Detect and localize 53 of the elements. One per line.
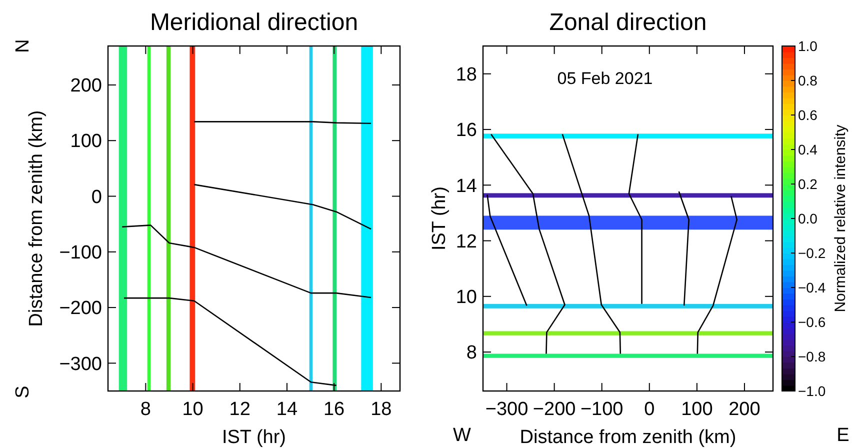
color-bar-label: 0.8	[798, 72, 818, 88]
x-tick-label: −100	[580, 399, 624, 420]
x-axis-title: Distance from zenith (km)	[520, 427, 736, 448]
x-tick-label: −200	[532, 399, 576, 420]
color-bar-label: 0.4	[798, 141, 818, 158]
color-bar-label: 1.0	[798, 38, 818, 54]
line-series	[121, 224, 372, 298]
y-tick-label: 18	[456, 64, 477, 86]
color-bar-label: −1.0	[798, 382, 826, 399]
x-tick-label: 8	[140, 399, 151, 420]
color-bar-title: Normalized relative intensity	[832, 124, 849, 312]
y-tick-label: 10	[456, 287, 477, 308]
y-tick-label: −100	[59, 242, 102, 264]
y-tick-label: 100	[70, 131, 102, 152]
y-tick-label: −200	[59, 298, 102, 320]
text: W	[453, 425, 472, 446]
x-tick-label: 14	[276, 399, 298, 420]
y-tick-label: 0	[91, 186, 102, 208]
x-tick-label: 10	[182, 399, 204, 420]
x-axis-title: IST (hr)	[222, 427, 286, 448]
x-tick-label: 12	[229, 399, 250, 420]
y-axis-title: Distance from zenith (km)	[26, 110, 47, 327]
line-series	[562, 134, 622, 354]
chart-title: Meridional direction	[150, 9, 358, 36]
x-tick-label: 16	[323, 399, 345, 420]
text: E	[836, 425, 850, 446]
text: S	[12, 386, 34, 398]
color-bar-label: 0.2	[798, 176, 818, 192]
color-bar-label: 0.6	[798, 106, 818, 123]
line-series	[628, 134, 642, 305]
color-bar-label: −0.6	[798, 314, 826, 330]
color-bar-label: −0.2	[798, 244, 826, 261]
y-tick-label: 8	[466, 342, 477, 364]
line-series	[490, 134, 566, 354]
annotation: 05 Feb 2021	[557, 69, 653, 88]
y-tick-label: 14	[456, 176, 478, 197]
chart-title: Zonal direction	[549, 9, 707, 36]
y-tick-label: 12	[456, 231, 477, 252]
color-bar-label: −0.8	[798, 348, 826, 364]
x-tick-label: 100	[681, 399, 713, 420]
line-series	[194, 184, 372, 230]
y-tick-label: −300	[59, 354, 102, 375]
y-tick-label: 200	[70, 76, 102, 97]
line-series	[696, 196, 738, 354]
color-bar-label: −0.4	[798, 279, 826, 296]
x-tick-label: 18	[370, 399, 392, 420]
y-tick-label: 16	[456, 120, 477, 142]
x-tick-label: 200	[728, 399, 760, 420]
text: N	[12, 39, 34, 53]
x-tick-label: −300	[485, 399, 528, 420]
color-bar-label: 0.0	[798, 210, 818, 226]
x-tick-label: 0	[644, 399, 655, 420]
y-axis-title: IST (hr)	[429, 186, 450, 251]
